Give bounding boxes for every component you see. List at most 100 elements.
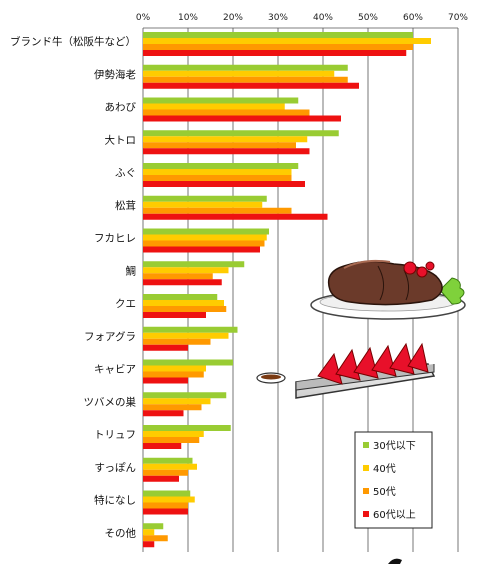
category-label: すっぽん	[94, 462, 136, 474]
bar-50代	[143, 306, 227, 312]
bar-50代	[143, 240, 265, 247]
bar-50代	[143, 76, 348, 83]
legend-label-1: 40代	[373, 463, 396, 475]
legend-label-2: 50代	[373, 486, 396, 498]
legend-swatch-0	[363, 442, 369, 448]
bar-30代以下	[143, 32, 413, 38]
bar-40代	[143, 136, 308, 143]
bar-30代以下	[143, 294, 218, 300]
category-label: フカヒレ	[94, 233, 136, 245]
category-label: 伊勢海老	[94, 68, 136, 81]
bar-60代以上	[143, 279, 222, 286]
bar-60代以上	[143, 344, 188, 351]
bar-30代以下	[143, 359, 233, 366]
bar-30代以下	[143, 457, 193, 464]
bar-60代以上	[143, 443, 182, 449]
bar-50代	[143, 44, 413, 50]
bar-50代	[143, 535, 168, 542]
bar-50代	[143, 175, 292, 181]
x-axis-ticks: 0% 10% 20% 30% 40% 50% 60% 70%	[136, 13, 469, 23]
bar-40代	[143, 70, 335, 77]
category-label: 鯛	[126, 264, 137, 277]
category-label: 大トロ	[105, 133, 137, 146]
legend-swatch-1	[363, 465, 369, 471]
bar-50代	[143, 371, 204, 378]
bars	[143, 32, 431, 548]
bar-50代	[143, 469, 188, 476]
category-label: クエ	[115, 298, 136, 310]
category-label: 特になし	[94, 495, 136, 507]
x-tick-label: 50%	[358, 13, 378, 23]
legend-label-3: 60代以上	[373, 509, 416, 521]
bar-30代以下	[143, 490, 191, 497]
bar-40代	[143, 431, 204, 437]
sashimi-plate-illustration	[256, 342, 436, 399]
bar-60代以上	[143, 410, 184, 417]
bar-60代以上	[143, 115, 341, 122]
bar-40代	[143, 463, 197, 470]
bar-50代	[143, 273, 213, 280]
bar-50代	[143, 207, 292, 214]
legend-label-0: 30代以下	[373, 440, 416, 452]
bar-60代以上	[143, 50, 407, 56]
bar-30代以下	[143, 163, 299, 169]
x-tick-label: 20%	[223, 13, 243, 23]
category-label: キャビア	[94, 364, 136, 376]
bar-60代以上	[143, 508, 188, 515]
category-label: フォアグラ	[84, 330, 136, 343]
bar-50代	[143, 142, 296, 149]
bar-50代	[143, 404, 202, 411]
category-labels: ブランド牛（松阪牛など） 伊勢海老あわび大トロふぐ松茸フカヒレ鯛クエフォアグラキャ…	[10, 35, 136, 539]
bar-30代以下	[143, 64, 348, 71]
bar-30代以下	[143, 228, 269, 235]
x-tick-label: 10%	[178, 13, 198, 23]
category-label: あわび	[105, 102, 137, 114]
bar-30代以下	[143, 130, 339, 137]
bar-40代	[143, 496, 195, 503]
bar-50代	[143, 437, 200, 443]
decor-fragment	[388, 558, 402, 564]
bar-60代以上	[143, 541, 155, 548]
bar-30代以下	[143, 261, 245, 268]
x-tick-label: 0%	[136, 13, 151, 23]
bar-50代	[143, 109, 310, 116]
category-label: ツバメの巣	[84, 395, 137, 408]
bar-60代以上	[143, 148, 310, 155]
category-label: ふぐ	[115, 167, 136, 179]
bar-40代	[143, 169, 292, 175]
bar-40代	[143, 38, 431, 44]
bar-30代以下	[143, 523, 164, 530]
bar-40代	[143, 529, 155, 536]
bar-40代	[143, 234, 267, 241]
category-label: ブランド牛（松阪牛など）	[10, 35, 136, 48]
category-label: 松茸	[115, 199, 136, 212]
bar-60代以上	[143, 213, 328, 220]
bar-40代	[143, 103, 285, 110]
bar-40代	[143, 365, 206, 372]
bar-30代以下	[143, 392, 227, 399]
bar-50代	[143, 502, 188, 509]
bar-30代以下	[143, 425, 231, 431]
legend-swatch-2	[363, 488, 369, 494]
bar-60代以上	[143, 475, 179, 482]
category-label: その他	[105, 526, 137, 539]
bar-30代以下	[143, 195, 267, 202]
bar-30代以下	[143, 97, 299, 104]
bar-60代以上	[143, 82, 359, 89]
bar-60代以上	[143, 377, 188, 384]
beef-plate-illustration	[310, 259, 466, 320]
bar-60代以上	[143, 312, 206, 318]
bar-40代	[143, 398, 211, 405]
legend-swatch-3	[363, 511, 369, 517]
bar-60代以上	[143, 181, 305, 187]
bar-40代	[143, 201, 263, 208]
bar-40代	[143, 332, 229, 339]
x-tick-label: 60%	[403, 13, 423, 23]
bar-40代	[143, 300, 224, 306]
bar-40代	[143, 267, 229, 274]
bar-50代	[143, 338, 211, 345]
bar-60代以上	[143, 246, 260, 253]
category-label: トリュフ	[94, 429, 136, 441]
x-tick-label: 40%	[313, 13, 333, 23]
